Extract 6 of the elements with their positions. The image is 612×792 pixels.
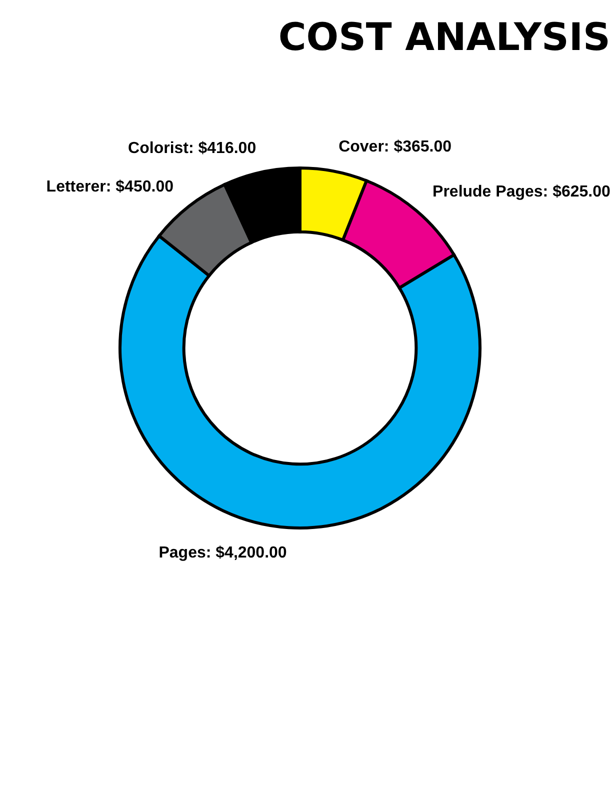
chart-title: COST ANALYSIS <box>278 15 610 59</box>
slice-label: Pages: $4,200.00 <box>158 544 287 562</box>
slice-label: Letterer: $450.00 <box>46 178 174 196</box>
slice-label: Prelude Pages: $625.00 <box>432 184 611 201</box>
slice-label: Cover: $365.00 <box>338 138 452 156</box>
slice-label: Colorist: $416.00 <box>128 140 256 157</box>
